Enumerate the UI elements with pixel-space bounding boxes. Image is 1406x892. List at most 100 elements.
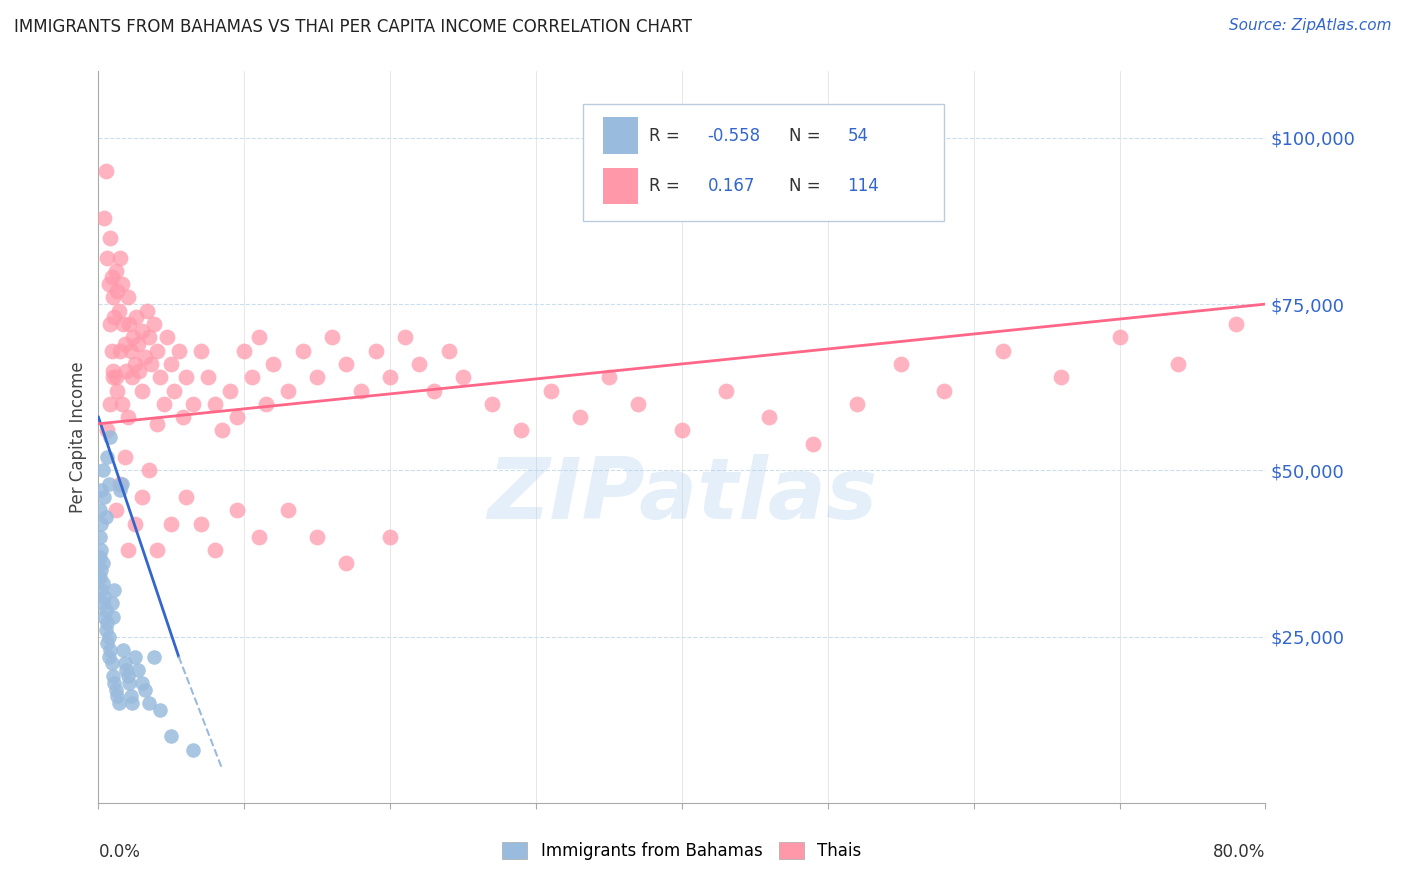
Point <box>846 397 869 411</box>
Point <box>97 277 120 292</box>
Point <box>97 649 120 664</box>
Point <box>233 343 256 358</box>
Point <box>890 357 912 371</box>
Point <box>197 370 219 384</box>
Point <box>101 363 124 377</box>
Point <box>96 450 118 464</box>
Point <box>149 370 172 384</box>
Point <box>104 370 127 384</box>
Point <box>117 669 139 683</box>
Point <box>131 384 153 398</box>
Point <box>103 582 125 597</box>
Point <box>94 509 117 524</box>
Point <box>117 543 139 558</box>
Point <box>105 384 128 398</box>
Point <box>190 343 212 358</box>
Point <box>160 516 183 531</box>
Text: N =: N = <box>789 127 827 145</box>
Legend: Immigrants from Bahamas, Thais: Immigrants from Bahamas, Thais <box>502 842 862 860</box>
Point <box>90 483 112 498</box>
Point <box>124 357 146 371</box>
Point <box>101 290 124 304</box>
Point <box>163 384 186 398</box>
Point <box>124 516 146 531</box>
Point <box>226 503 249 517</box>
Point <box>190 516 212 531</box>
Point <box>121 696 143 710</box>
Point <box>110 251 132 265</box>
Point <box>226 410 249 425</box>
Point <box>128 363 150 377</box>
Point <box>510 424 533 438</box>
Point <box>262 357 284 371</box>
Point <box>218 384 240 398</box>
Point <box>91 463 114 477</box>
Point <box>89 503 111 517</box>
Point <box>423 384 446 398</box>
Point <box>146 343 169 358</box>
Point <box>247 330 270 344</box>
Point <box>174 490 197 504</box>
Text: 54: 54 <box>848 127 869 145</box>
Point <box>108 696 131 710</box>
Point <box>110 476 132 491</box>
Point <box>104 503 127 517</box>
Point <box>121 370 143 384</box>
Point <box>118 676 141 690</box>
Point <box>94 623 117 637</box>
Text: IMMIGRANTS FROM BAHAMAS VS THAI PER CAPITA INCOME CORRELATION CHART: IMMIGRANTS FROM BAHAMAS VS THAI PER CAPI… <box>14 18 692 36</box>
Text: 114: 114 <box>848 178 879 195</box>
Point <box>167 343 190 358</box>
Point <box>204 543 226 558</box>
Point <box>364 343 387 358</box>
Point <box>138 463 160 477</box>
Point <box>117 410 139 425</box>
Point <box>134 351 156 365</box>
Text: ZIPatlas: ZIPatlas <box>486 454 877 537</box>
Point <box>568 410 591 425</box>
Point <box>103 676 125 690</box>
Text: -0.558: -0.558 <box>707 127 761 145</box>
Point <box>97 476 120 491</box>
Point <box>89 530 111 544</box>
Point <box>134 682 156 697</box>
FancyBboxPatch shape <box>582 104 945 221</box>
Point <box>131 490 153 504</box>
Point <box>94 603 117 617</box>
Point <box>91 557 114 571</box>
Point <box>93 609 115 624</box>
Point <box>118 317 141 331</box>
Point <box>100 343 122 358</box>
Point <box>934 384 956 398</box>
Point <box>117 290 139 304</box>
Point <box>104 264 127 278</box>
Text: R =: R = <box>650 127 685 145</box>
Point <box>181 397 204 411</box>
Point <box>174 370 197 384</box>
Point <box>131 676 153 690</box>
Point <box>105 284 128 298</box>
Text: N =: N = <box>789 178 827 195</box>
Point <box>139 357 162 371</box>
Point <box>277 384 299 398</box>
Point <box>94 164 117 178</box>
Point <box>112 643 135 657</box>
Point <box>112 317 135 331</box>
Point <box>172 410 194 425</box>
Point <box>115 363 138 377</box>
Point <box>104 682 127 697</box>
Point <box>240 370 263 384</box>
Point <box>247 530 270 544</box>
Text: Source: ZipAtlas.com: Source: ZipAtlas.com <box>1229 18 1392 33</box>
Point <box>91 596 114 610</box>
Point <box>307 370 329 384</box>
Point <box>153 397 176 411</box>
Point <box>481 397 503 411</box>
Point <box>98 317 121 331</box>
Point <box>160 729 183 743</box>
Point <box>540 384 562 398</box>
Text: 0.167: 0.167 <box>707 178 755 195</box>
Point <box>93 490 115 504</box>
Point <box>97 630 120 644</box>
Point <box>146 417 169 431</box>
